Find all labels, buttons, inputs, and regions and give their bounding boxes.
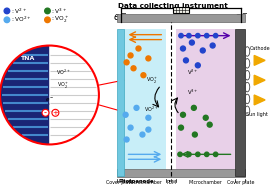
Circle shape bbox=[134, 105, 139, 110]
Circle shape bbox=[4, 8, 10, 14]
Text: Cover plate: Cover plate bbox=[106, 180, 134, 185]
Text: Cover plate: Cover plate bbox=[227, 180, 254, 185]
Text: Sun light: Sun light bbox=[246, 112, 268, 117]
Circle shape bbox=[123, 112, 128, 117]
Circle shape bbox=[178, 125, 183, 130]
Text: VO$^{2+}$: VO$^{2+}$ bbox=[144, 105, 158, 114]
Wedge shape bbox=[50, 46, 99, 144]
Circle shape bbox=[124, 137, 129, 142]
Bar bbox=[117, 169, 245, 177]
Text: VO$_2^+$: VO$_2^+$ bbox=[57, 80, 70, 91]
Bar bbox=[124, 29, 166, 176]
Text: Microchamber: Microchamber bbox=[189, 180, 222, 185]
Text: Data collecting instrument: Data collecting instrument bbox=[118, 3, 228, 9]
Circle shape bbox=[180, 112, 185, 117]
Circle shape bbox=[205, 152, 209, 156]
Text: Cathode: Cathode bbox=[250, 46, 271, 51]
Text: : VO$_2^+$: : VO$_2^+$ bbox=[51, 15, 70, 25]
Text: $e^-$: $e^-$ bbox=[45, 96, 55, 104]
Circle shape bbox=[178, 152, 182, 156]
Text: +: + bbox=[53, 110, 58, 116]
Polygon shape bbox=[254, 95, 265, 105]
Circle shape bbox=[191, 105, 196, 110]
Text: V$^{2+}$: V$^{2+}$ bbox=[187, 68, 199, 77]
Text: VO$^{2+}$: VO$^{2+}$ bbox=[56, 68, 71, 77]
Circle shape bbox=[146, 115, 151, 120]
Circle shape bbox=[131, 66, 136, 71]
Text: TNA: TNA bbox=[21, 56, 35, 61]
Circle shape bbox=[124, 60, 129, 65]
Circle shape bbox=[187, 33, 191, 38]
Circle shape bbox=[189, 40, 194, 45]
Text: -: - bbox=[44, 108, 47, 117]
Circle shape bbox=[4, 17, 10, 23]
Circle shape bbox=[196, 33, 200, 38]
Circle shape bbox=[45, 17, 50, 23]
Circle shape bbox=[205, 33, 209, 38]
Text: V$^{3+}$: V$^{3+}$ bbox=[187, 88, 199, 97]
Text: Photoanode: Photoanode bbox=[119, 179, 154, 184]
Circle shape bbox=[52, 109, 59, 116]
Circle shape bbox=[42, 109, 49, 116]
Circle shape bbox=[183, 58, 188, 63]
Text: : V$^{3+}$: : V$^{3+}$ bbox=[51, 6, 68, 15]
Text: VO$_2^+$: VO$_2^+$ bbox=[146, 75, 158, 86]
Circle shape bbox=[195, 63, 200, 68]
Circle shape bbox=[179, 33, 183, 38]
FancyBboxPatch shape bbox=[173, 7, 189, 13]
Circle shape bbox=[128, 125, 133, 130]
Circle shape bbox=[128, 53, 133, 58]
Circle shape bbox=[180, 46, 185, 51]
Circle shape bbox=[140, 132, 145, 137]
Bar bbox=[176, 29, 235, 176]
Circle shape bbox=[146, 127, 151, 132]
Text: : VO$^{2+}$: : VO$^{2+}$ bbox=[11, 15, 32, 24]
Circle shape bbox=[187, 152, 191, 156]
Circle shape bbox=[203, 115, 208, 120]
Circle shape bbox=[213, 152, 218, 156]
Polygon shape bbox=[254, 55, 265, 65]
Text: $e^-$: $e^-$ bbox=[234, 12, 249, 23]
Circle shape bbox=[192, 132, 197, 137]
Polygon shape bbox=[254, 75, 265, 85]
Circle shape bbox=[146, 56, 151, 61]
Bar bbox=[117, 14, 245, 22]
Text: $e^-$: $e^-$ bbox=[113, 12, 128, 23]
Circle shape bbox=[210, 43, 215, 48]
Circle shape bbox=[141, 73, 146, 78]
Text: Microchamber: Microchamber bbox=[128, 180, 162, 185]
Circle shape bbox=[200, 48, 205, 53]
Circle shape bbox=[207, 122, 212, 127]
Circle shape bbox=[213, 33, 218, 38]
Text: PEM: PEM bbox=[166, 180, 176, 185]
Circle shape bbox=[45, 8, 50, 14]
Bar bbox=[235, 29, 245, 176]
Circle shape bbox=[136, 46, 141, 51]
Text: : V$^{2+}$: : V$^{2+}$ bbox=[11, 6, 27, 15]
Wedge shape bbox=[0, 46, 50, 144]
Bar bbox=[117, 29, 124, 176]
Circle shape bbox=[196, 152, 200, 156]
